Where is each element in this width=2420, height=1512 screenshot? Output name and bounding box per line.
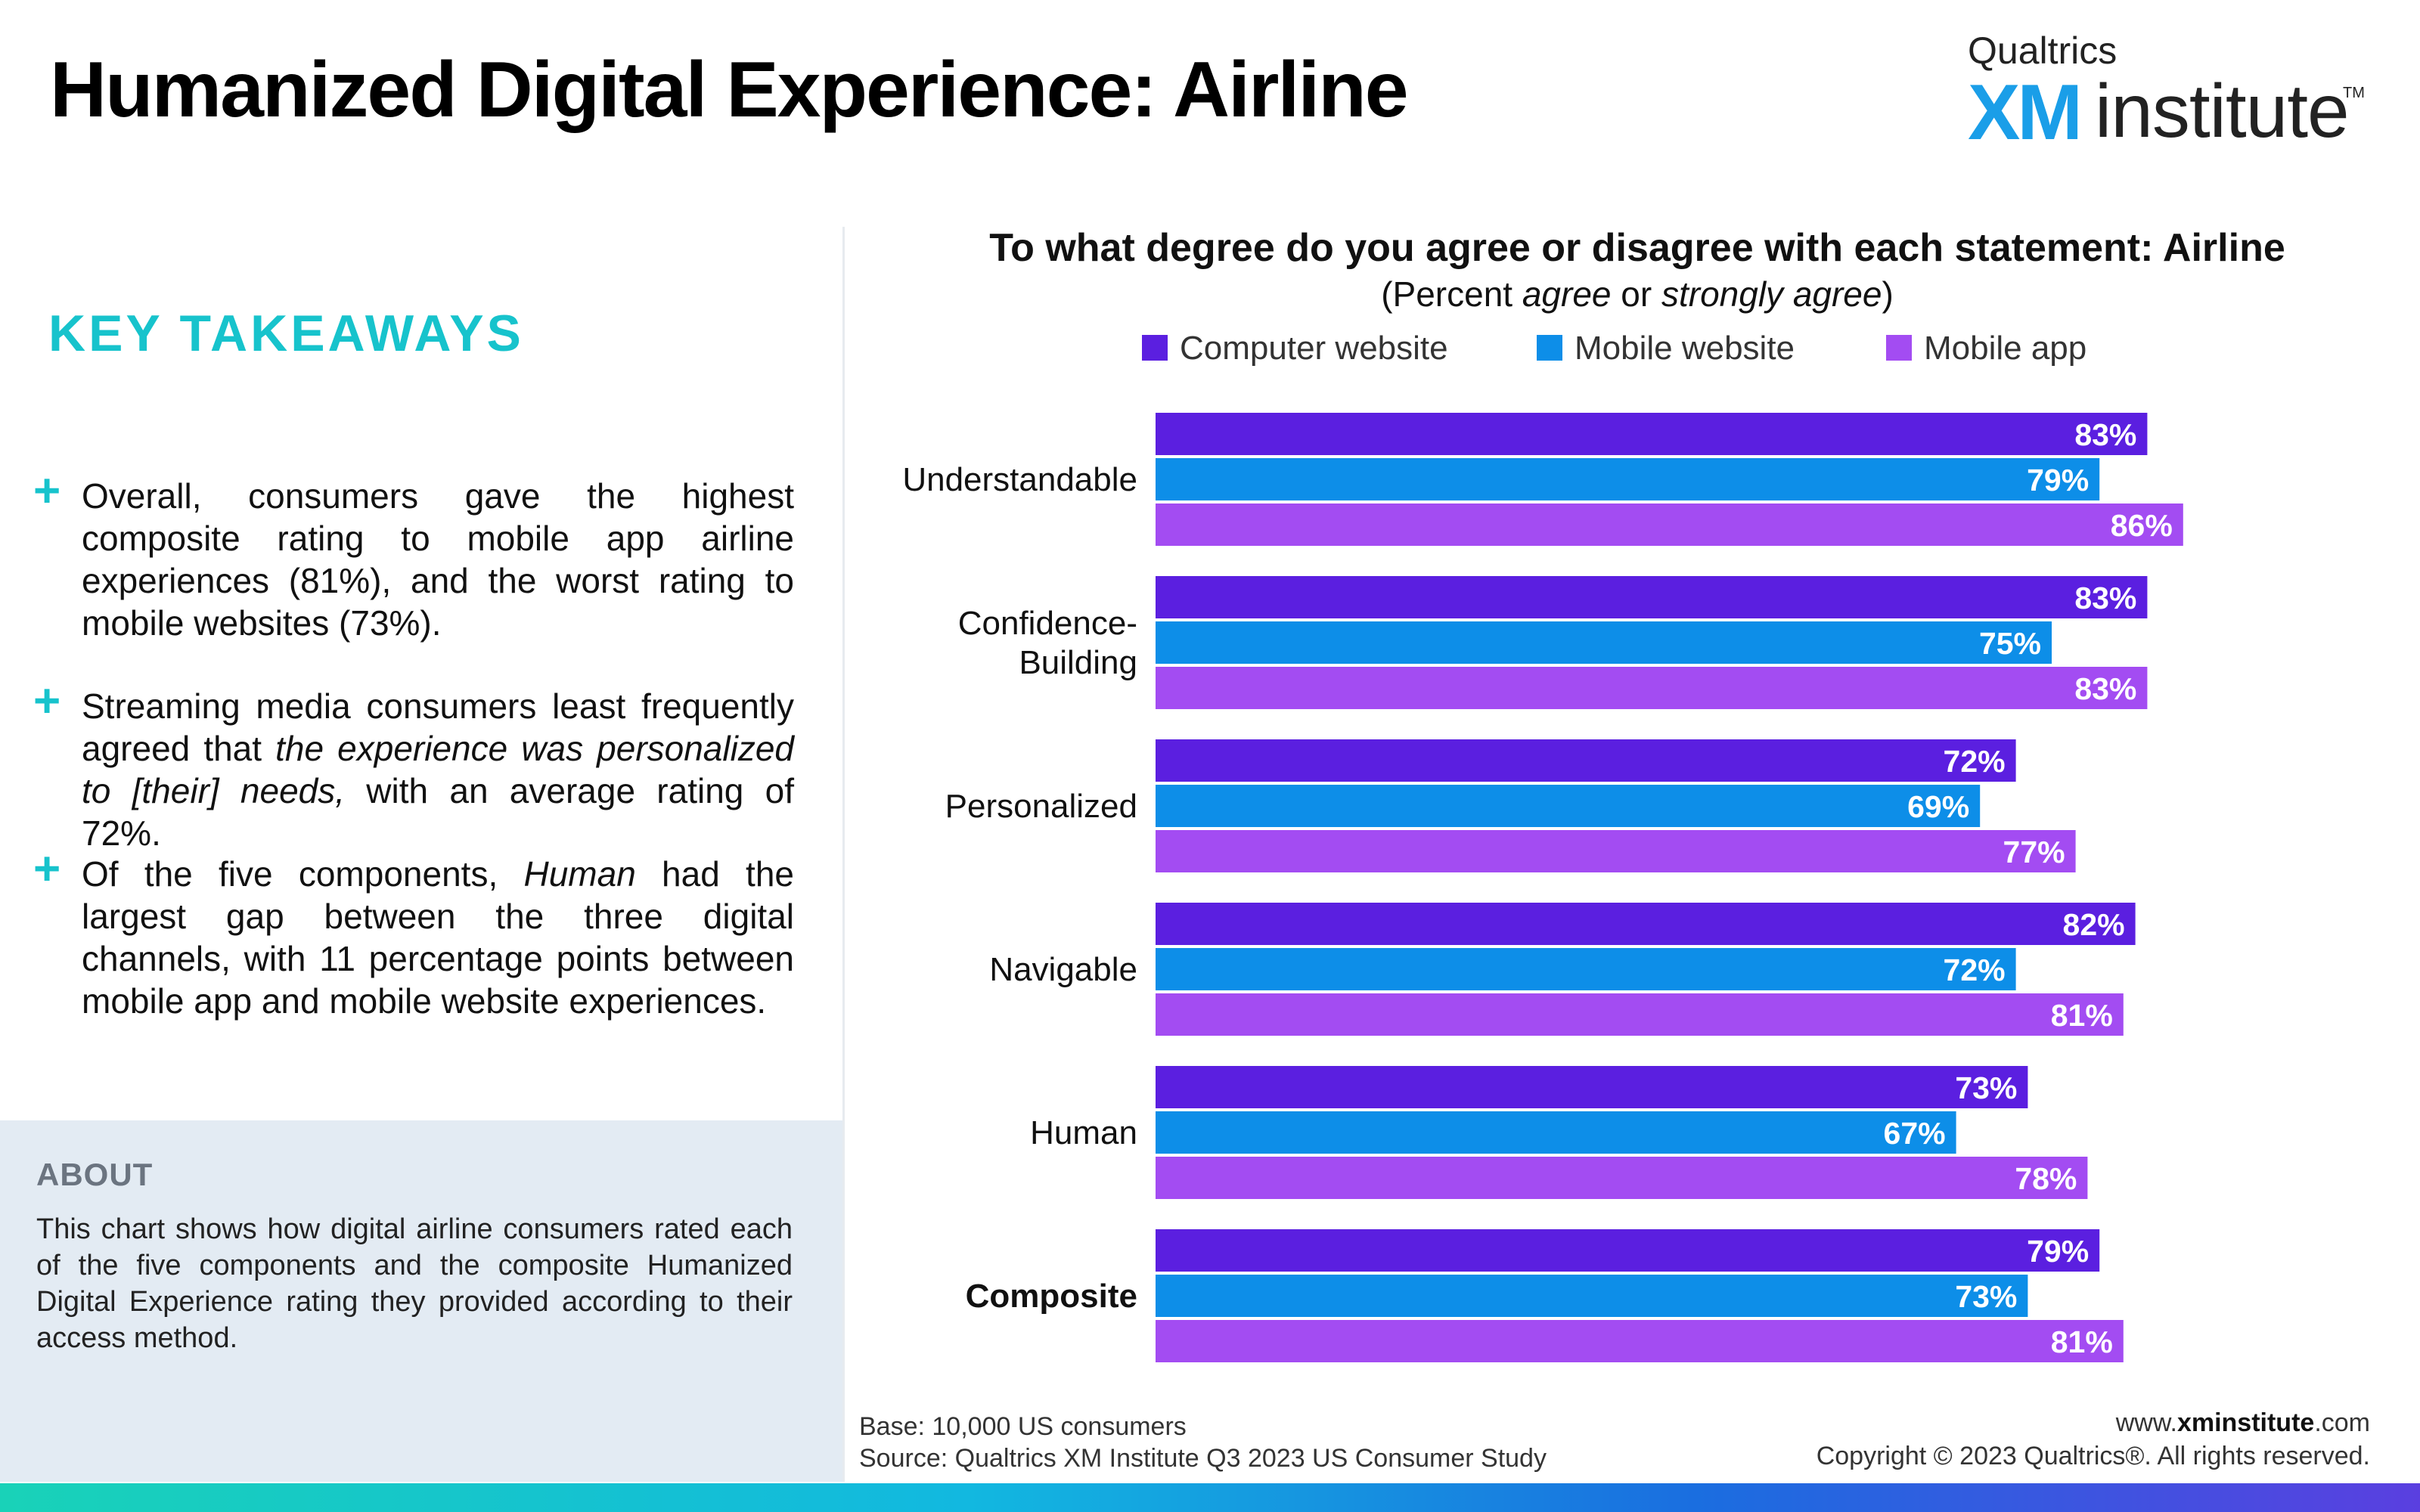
logo-trademark: TM [2343, 85, 2365, 101]
column-divider [842, 227, 845, 1482]
bar-computer-website [1156, 739, 2016, 782]
legend-item-mobile-website: Mobile website [1537, 330, 1795, 367]
data-label: 79% [2027, 1234, 2089, 1269]
data-label: 86% [2111, 508, 2173, 543]
key-takeaways-heading: KEY TAKEAWAYS [48, 305, 524, 362]
logo-xm-text: XM [1968, 69, 2083, 156]
footer-notes: Base: 10,000 US consumers Source: Qualtr… [859, 1411, 1547, 1474]
about-heading: ABOUT [36, 1157, 154, 1192]
takeaway-text: Streaming media consumers least frequent… [82, 686, 794, 853]
data-label: 82% [2063, 907, 2125, 942]
takeaway-bullet-3: + Of the five components, Human had the … [33, 843, 794, 1022]
footer-legal: www.xminstitute.com Copyright © 2023 Qua… [1817, 1406, 2370, 1473]
bar-mobile-app [1156, 1157, 2088, 1199]
copyright: Copyright © 2023 Qualtrics®. All rights … [1816, 1442, 2370, 1470]
data-label: 83% [2074, 581, 2136, 615]
bar-mobile-app [1156, 830, 2076, 872]
bar-mobile-website [1156, 458, 2100, 500]
data-label: 81% [2051, 998, 2113, 1033]
data-label: 81% [2051, 1325, 2113, 1359]
website-link[interactable]: www.xminstitute.com [1817, 1406, 2370, 1439]
bar-computer-website [1156, 903, 2136, 945]
bar-computer-website [1156, 576, 2148, 618]
legend-swatch [1142, 335, 1168, 361]
data-label: 73% [1955, 1070, 2017, 1105]
category-label: Navigable [989, 951, 1137, 988]
about-text: This chart shows how digital airline con… [36, 1213, 793, 1354]
bar-computer-website [1156, 1066, 2028, 1108]
data-label: 72% [1944, 953, 2006, 987]
bar-mobile-website [1156, 1111, 1956, 1154]
data-label: 72% [1944, 744, 2006, 779]
website-suffix: .com [2314, 1408, 2370, 1437]
takeaway-bullet-1: + Overall, consumers gave the highest co… [33, 465, 794, 644]
plus-icon: + [33, 843, 61, 895]
category-label: Human [1030, 1114, 1137, 1151]
data-label: 69% [1907, 789, 1969, 824]
logo-qualtrics-text: Qualtrics [1968, 29, 2118, 72]
source-note: Source: Qualtrics XM Institute Q3 2023 U… [859, 1444, 1547, 1473]
website-prefix: www. [2115, 1408, 2177, 1437]
data-label: 83% [2074, 671, 2136, 706]
data-label: 67% [1884, 1116, 1946, 1151]
bar-mobile-website [1156, 948, 2016, 990]
legend-swatch [1537, 335, 1562, 361]
legend-label: Mobile app [1924, 330, 2087, 367]
bar-mobile-app [1156, 667, 2148, 709]
data-label: 77% [2003, 835, 2065, 869]
xm-institute-logo: Qualtrics XM institute TM [1968, 29, 2365, 156]
page-title: Humanized Digital Experience: Airline [50, 46, 1409, 134]
category-label: Understandable [902, 461, 1137, 498]
chart-title: To what degree do you agree or disagree … [989, 226, 2285, 270]
plus-icon: + [33, 465, 61, 517]
legend-swatch [1886, 335, 1912, 361]
brand-gradient-strip [0, 1483, 2420, 1512]
chart-subtitle: (Percent agree or strongly agree) [1381, 274, 1894, 314]
bar-mobile-website [1156, 1275, 2028, 1317]
takeaway-text: Overall, consumers gave the highest comp… [82, 476, 794, 643]
bar-mobile-app [1156, 1320, 2124, 1362]
category-label: Confidence-Building [958, 605, 1137, 681]
takeaway-text: Of the five components, Human had the la… [82, 854, 794, 1021]
bar-mobile-website [1156, 785, 1981, 827]
legend-item-mobile-app: Mobile app [1886, 330, 2086, 367]
bar-computer-website [1156, 413, 2148, 455]
data-label: 78% [2015, 1161, 2077, 1196]
data-label: 79% [2027, 463, 2089, 497]
category-label: Composite [966, 1278, 1137, 1315]
data-label: 75% [1979, 626, 2041, 661]
plus-icon: + [33, 675, 61, 727]
bar-mobile-app [1156, 993, 2124, 1036]
legend-label: Computer website [1180, 330, 1448, 367]
data-label: 73% [1955, 1279, 2017, 1314]
legend-item-computer-website: Computer website [1142, 330, 1448, 367]
category-label: Personalized [945, 788, 1137, 825]
logo-institute-text: institute [2095, 69, 2350, 153]
about-panel: ABOUT This chart shows how digital airli… [0, 1120, 842, 1482]
data-label: 83% [2074, 417, 2136, 452]
bar-mobile-website [1156, 621, 2052, 664]
bar-mobile-app [1156, 503, 2183, 546]
base-note: Base: 10,000 US consumers [859, 1412, 1187, 1441]
website-bold: xminstitute [2176, 1408, 2315, 1437]
bar-computer-website [1156, 1229, 2100, 1272]
takeaway-bullet-2: + Streaming media consumers least freque… [33, 675, 794, 854]
legend-label: Mobile website [1575, 330, 1795, 367]
